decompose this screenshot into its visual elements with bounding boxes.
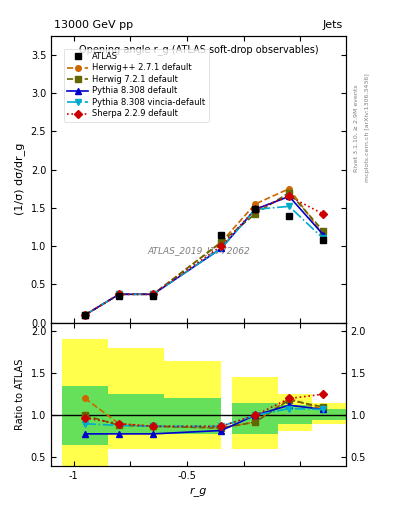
- Line: Sherpa 2.2.9 default: Sherpa 2.2.9 default: [82, 194, 326, 317]
- Pythia 8.308 default: [287, 194, 292, 200]
- Pythia 8.308 default: [83, 312, 88, 318]
- Text: Jets: Jets: [323, 20, 343, 30]
- Pythia 8.308 vincia-default: [219, 245, 224, 251]
- Legend: ATLAS, Herwig++ 2.7.1 default, Herwig 7.2.1 default, Pythia 8.308 default, Pythi: ATLAS, Herwig++ 2.7.1 default, Herwig 7.…: [64, 49, 209, 122]
- Line: Pythia 8.308 default: Pythia 8.308 default: [82, 194, 326, 317]
- Herwig++ 2.7.1 default: [83, 312, 88, 318]
- X-axis label: r_g: r_g: [190, 486, 207, 496]
- Herwig 7.2.1 default: [117, 291, 121, 297]
- Y-axis label: Ratio to ATLAS: Ratio to ATLAS: [15, 358, 25, 430]
- Text: ATLAS_2019_I1772062: ATLAS_2019_I1772062: [147, 246, 250, 255]
- Text: mcplots.cern.ch [arXiv:1306.3436]: mcplots.cern.ch [arXiv:1306.3436]: [365, 74, 371, 182]
- ATLAS: [219, 231, 224, 238]
- Sherpa 2.2.9 default: [151, 291, 156, 297]
- Sherpa 2.2.9 default: [321, 211, 325, 217]
- Pythia 8.308 vincia-default: [151, 291, 156, 297]
- Herwig 7.2.1 default: [151, 291, 156, 297]
- Herwig 7.2.1 default: [219, 239, 224, 245]
- ATLAS: [253, 206, 257, 212]
- Herwig++ 2.7.1 default: [151, 291, 156, 297]
- Pythia 8.308 vincia-default: [287, 203, 292, 209]
- Line: Pythia 8.308 vincia-default: Pythia 8.308 vincia-default: [82, 204, 326, 317]
- Text: Rivet 3.1.10, ≥ 2.9M events: Rivet 3.1.10, ≥ 2.9M events: [354, 84, 359, 172]
- Herwig++ 2.7.1 default: [287, 186, 292, 192]
- Herwig 7.2.1 default: [321, 228, 325, 234]
- ATLAS: [287, 212, 292, 219]
- Pythia 8.308 vincia-default: [321, 236, 325, 242]
- ATLAS: [83, 312, 88, 318]
- Y-axis label: (1/σ) dσ/dr_g: (1/σ) dσ/dr_g: [14, 143, 25, 216]
- Pythia 8.308 default: [253, 206, 257, 212]
- ATLAS: [117, 293, 121, 299]
- Pythia 8.308 default: [321, 231, 325, 238]
- Pythia 8.308 default: [219, 245, 224, 251]
- Line: Herwig 7.2.1 default: Herwig 7.2.1 default: [82, 190, 326, 317]
- ATLAS: [151, 293, 156, 299]
- Pythia 8.308 vincia-default: [253, 206, 257, 212]
- Herwig++ 2.7.1 default: [219, 239, 224, 245]
- Herwig++ 2.7.1 default: [253, 201, 257, 207]
- Herwig 7.2.1 default: [253, 211, 257, 217]
- Text: Opening angle r_g (ATLAS soft-drop observables): Opening angle r_g (ATLAS soft-drop obser…: [79, 45, 318, 55]
- Sherpa 2.2.9 default: [83, 312, 88, 318]
- Text: 13000 GeV pp: 13000 GeV pp: [54, 20, 133, 30]
- Herwig 7.2.1 default: [287, 189, 292, 196]
- Sherpa 2.2.9 default: [117, 291, 121, 297]
- Pythia 8.308 default: [151, 291, 156, 297]
- Pythia 8.308 default: [117, 291, 121, 297]
- Sherpa 2.2.9 default: [219, 243, 224, 249]
- Sherpa 2.2.9 default: [287, 194, 292, 200]
- Sherpa 2.2.9 default: [253, 206, 257, 212]
- Line: ATLAS: ATLAS: [82, 206, 327, 318]
- Herwig++ 2.7.1 default: [321, 231, 325, 238]
- Line: Herwig++ 2.7.1 default: Herwig++ 2.7.1 default: [82, 186, 326, 317]
- Herwig++ 2.7.1 default: [117, 291, 121, 297]
- ATLAS: [321, 237, 325, 243]
- Pythia 8.308 vincia-default: [83, 312, 88, 318]
- Herwig 7.2.1 default: [83, 312, 88, 318]
- Pythia 8.308 vincia-default: [117, 291, 121, 297]
